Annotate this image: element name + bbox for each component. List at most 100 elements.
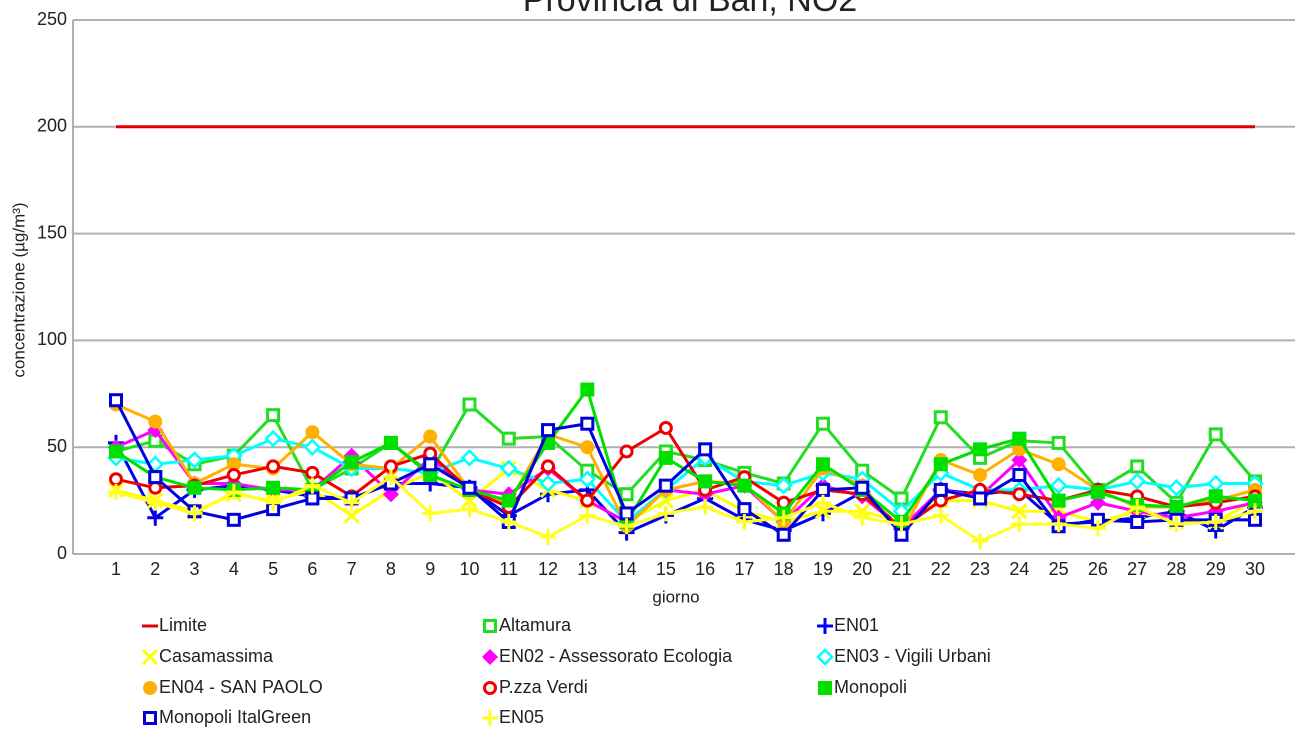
y-tick-label: 100	[37, 329, 67, 349]
x-tick-label: 4	[229, 559, 239, 579]
y-tick-label: 150	[37, 222, 67, 242]
data-point	[657, 505, 674, 522]
data-point	[933, 482, 948, 497]
data-point	[1090, 485, 1105, 500]
data-point	[618, 518, 635, 535]
data-point	[1130, 459, 1145, 474]
data-point	[973, 442, 988, 457]
data-point	[1012, 467, 1027, 482]
data-point	[658, 420, 673, 435]
x-tick-label: 2	[150, 559, 160, 579]
data-point	[1011, 503, 1028, 520]
y-tick-label: 200	[37, 116, 67, 136]
data-point	[1051, 435, 1066, 450]
data-point	[303, 438, 322, 456]
data-point	[1247, 503, 1263, 520]
data-point	[1050, 516, 1067, 533]
y-axis-label: concentrazione (µg/m³)	[9, 202, 28, 377]
data-point	[500, 513, 517, 530]
data-point	[893, 516, 910, 533]
legend-label: EN03 - Vigili Urbani	[834, 646, 991, 666]
data-point	[462, 397, 477, 412]
x-tick-label: 29	[1206, 559, 1226, 579]
data-point	[540, 528, 557, 545]
data-point	[774, 476, 793, 495]
data-point	[108, 484, 124, 501]
data-point	[698, 474, 713, 489]
legend-swatch	[483, 681, 497, 695]
x-tick-label: 16	[695, 559, 715, 579]
data-point	[225, 484, 242, 501]
data-point	[343, 494, 360, 511]
legend-item: EN02 - Assessorato Ecologia	[482, 646, 733, 666]
data-point	[147, 509, 164, 526]
data-point	[1012, 431, 1027, 446]
x-tick-label: 23	[970, 559, 990, 579]
data-point	[658, 478, 673, 493]
data-point	[580, 493, 595, 508]
data-point	[815, 457, 830, 472]
legend-item: Limite	[142, 615, 207, 635]
x-tick-label: 21	[892, 559, 912, 579]
data-point	[266, 459, 281, 474]
data-point	[972, 533, 989, 550]
legend-item: EN04 - SAN PAOLO	[143, 677, 323, 697]
data-point	[1208, 427, 1223, 442]
legend-swatch	[483, 619, 497, 633]
series	[108, 469, 1263, 550]
legend-label: EN02 - Assessorato Ecologia	[499, 646, 733, 666]
y-tick-label: 50	[47, 436, 67, 456]
data-point	[109, 444, 123, 459]
data-point	[501, 431, 516, 446]
data-point	[1168, 516, 1185, 533]
data-point	[226, 512, 241, 527]
legend-swatch	[816, 648, 834, 666]
x-tick-label: 8	[386, 559, 396, 579]
data-point	[1169, 500, 1184, 515]
series-line	[115, 402, 1257, 506]
data-point	[1208, 489, 1223, 504]
data-point	[148, 470, 163, 485]
data-point	[932, 507, 949, 524]
x-tick-label: 26	[1088, 559, 1108, 579]
legend-label: Limite	[159, 615, 207, 635]
legend-item: Altamura	[483, 615, 572, 635]
data-point	[737, 478, 752, 493]
data-point	[147, 494, 164, 511]
data-point	[109, 472, 123, 487]
x-tick-label: 18	[774, 559, 794, 579]
data-point	[580, 382, 595, 397]
data-point	[304, 477, 321, 494]
data-point	[619, 487, 634, 502]
x-tick-label: 10	[459, 559, 479, 579]
data-point	[264, 429, 282, 448]
legend-label: EN04 - SAN PAOLO	[159, 677, 323, 697]
legend-swatch	[141, 648, 159, 666]
data-point	[266, 408, 281, 423]
legend-label: P.zza Verdi	[499, 677, 588, 697]
data-point	[1051, 493, 1066, 508]
series-line	[115, 403, 1256, 536]
data-point	[1049, 476, 1068, 495]
data-point	[814, 494, 831, 511]
data-point	[1129, 499, 1146, 516]
data-point	[1130, 514, 1145, 529]
data-point	[933, 457, 948, 472]
data-point	[737, 502, 752, 517]
data-point	[815, 482, 830, 497]
x-tick-label: 27	[1127, 559, 1147, 579]
data-point	[382, 469, 399, 486]
x-tick-label: 9	[425, 559, 435, 579]
data-point	[697, 499, 714, 516]
data-point	[343, 507, 360, 524]
x-tick-label: 22	[931, 559, 951, 579]
data-point	[226, 467, 241, 482]
x-tick-label: 5	[268, 559, 278, 579]
data-point	[658, 450, 673, 465]
legend-label: Monopoli ItalGreen	[159, 707, 311, 727]
legend-swatch	[143, 711, 157, 725]
data-point	[815, 416, 830, 431]
x-tick-label: 17	[734, 559, 754, 579]
data-point	[580, 440, 595, 455]
legend-label: EN01	[834, 615, 879, 635]
